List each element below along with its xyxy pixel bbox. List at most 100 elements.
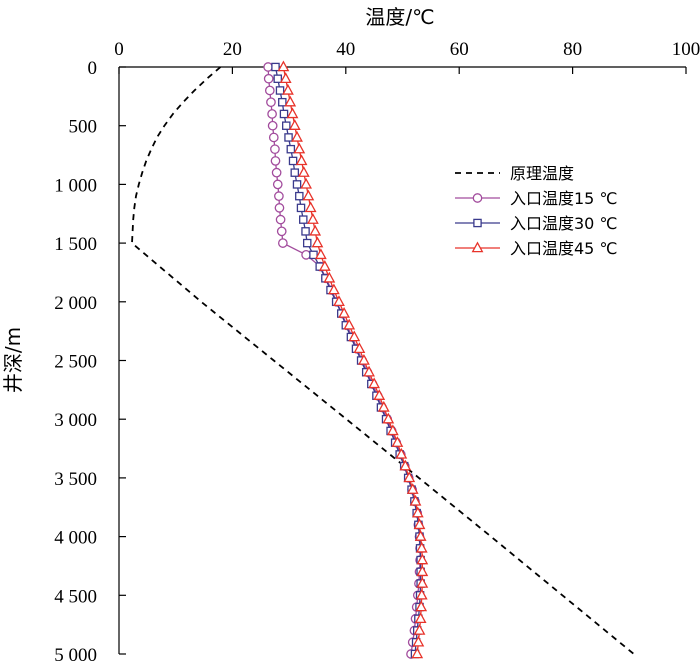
series-3-square-marker (302, 238, 312, 248)
series-4-triangle-marker (416, 553, 429, 565)
y-tick-label: 2 500 (54, 352, 97, 373)
x-axis-title: 温度/℃ (365, 5, 434, 29)
series-line-4 (282, 66, 423, 655)
x-tick-label: 80 (563, 39, 582, 60)
series-4-triangle-marker (327, 283, 340, 295)
series-layer (131, 60, 635, 659)
series-4-triangle-marker (409, 494, 422, 506)
series-4-triangle-marker (318, 260, 331, 271)
series-3-square-marker (292, 180, 302, 189)
series-3-square-marker (279, 109, 289, 119)
series-2-circle-marker (264, 85, 275, 96)
series-3-square-marker (309, 250, 318, 260)
series-3-square-marker (295, 191, 304, 201)
series-line-1 (131, 66, 635, 655)
series-4-triangle-marker (411, 647, 424, 659)
series-4-triangle-marker (386, 424, 399, 436)
series-4 (277, 60, 429, 659)
series-4-triangle-marker (304, 201, 317, 213)
series-2-circle-marker (301, 249, 311, 260)
series-4-triangle-marker (343, 318, 356, 330)
legend-label: 入口温度30 ℃ (510, 214, 617, 233)
y-tick-label: 3 000 (54, 410, 97, 431)
x-tick-label: 20 (223, 39, 242, 60)
series-4-triangle-marker (414, 612, 427, 624)
legend-label: 原理温度 (510, 164, 574, 183)
series-4-triangle-marker (293, 142, 306, 154)
y-tick-label: 1 500 (54, 234, 97, 255)
legend-item-3: 入口温度30 ℃ (455, 214, 617, 233)
series-2-circle-marker (266, 97, 276, 108)
series-4-triangle-marker (348, 330, 361, 342)
series-2-circle-marker (267, 109, 277, 119)
series-3-square-marker (299, 215, 308, 224)
series-4-triangle-marker (363, 365, 375, 377)
series-4-triangle-marker (307, 213, 319, 224)
series-4-triangle-marker (406, 483, 419, 494)
y-tick-label: 0 (88, 58, 98, 79)
series-4-triangle-marker (323, 271, 336, 283)
series-4-triangle-marker (377, 400, 390, 412)
series-4-triangle-marker (403, 471, 416, 483)
series-4-triangle-marker (300, 177, 313, 189)
series-3-square-marker (275, 86, 285, 95)
series-4-triangle-marker (291, 130, 303, 142)
series-4-triangle-marker (295, 154, 308, 166)
series-3-square-marker (301, 227, 310, 236)
series-4-triangle-marker (333, 295, 345, 307)
y-tick-label: 4 000 (54, 528, 97, 549)
legend-label: 入口温度15 ℃ (510, 189, 617, 208)
legend-item-1: 原理温度 (455, 164, 574, 183)
series-4-triangle-marker (414, 530, 427, 541)
legend-item-4: 入口温度45 ℃ (455, 239, 617, 258)
series-4-triangle-marker (284, 95, 297, 107)
series-4-triangle-marker (309, 224, 322, 236)
series-4-triangle-marker (279, 72, 292, 83)
series-4-triangle-marker (373, 389, 386, 400)
series-2-circle-marker (263, 62, 273, 72)
series-2-circle-marker (263, 73, 274, 84)
y-tick-label: 2 000 (54, 293, 97, 314)
series-4-triangle-marker (382, 412, 395, 424)
series-4-triangle-marker (415, 600, 428, 612)
legend-triangle-marker (471, 241, 484, 253)
series-4-triangle-marker (297, 166, 310, 177)
series-2-circle-marker (271, 167, 282, 178)
legend-label: 入口温度45 ℃ (510, 239, 617, 258)
series-4-triangle-marker (411, 506, 424, 518)
series-2-circle-marker (276, 226, 287, 237)
series-3-square-marker (284, 133, 293, 142)
x-tick-label: 100 (672, 39, 700, 60)
series-4-triangle-marker (277, 60, 290, 72)
series-2-circle-marker (270, 144, 280, 155)
series-4-triangle-marker (353, 342, 366, 354)
series-2-circle-marker (274, 191, 284, 201)
series-line-2 (267, 66, 421, 655)
series-4-triangle-marker (288, 119, 301, 130)
series-4-triangle-marker (282, 83, 294, 95)
series-3-square-marker (278, 97, 287, 107)
series-2-circle-marker (272, 179, 283, 190)
series-4-triangle-marker (399, 459, 412, 471)
series-2-circle-marker (268, 132, 279, 143)
series-4-triangle-marker (413, 623, 426, 635)
series-3-square-marker (286, 144, 296, 154)
series-1 (131, 66, 635, 655)
x-tick-label: 0 (114, 39, 124, 60)
series-2-circle-marker (274, 203, 285, 213)
series-4-triangle-marker (416, 577, 429, 588)
series-4-triangle-marker (415, 588, 428, 600)
x-tick-label: 60 (450, 39, 469, 60)
series-4-triangle-marker (358, 353, 370, 365)
series-4-triangle-marker (412, 635, 425, 647)
legend-circle-marker (472, 193, 483, 203)
series-4-triangle-marker (415, 541, 428, 553)
series-3-square-marker (271, 62, 280, 72)
legend-square-marker (473, 218, 482, 228)
series-4-triangle-marker (338, 306, 350, 318)
series-4-triangle-marker (314, 248, 327, 260)
x-tick-label: 40 (336, 39, 355, 60)
